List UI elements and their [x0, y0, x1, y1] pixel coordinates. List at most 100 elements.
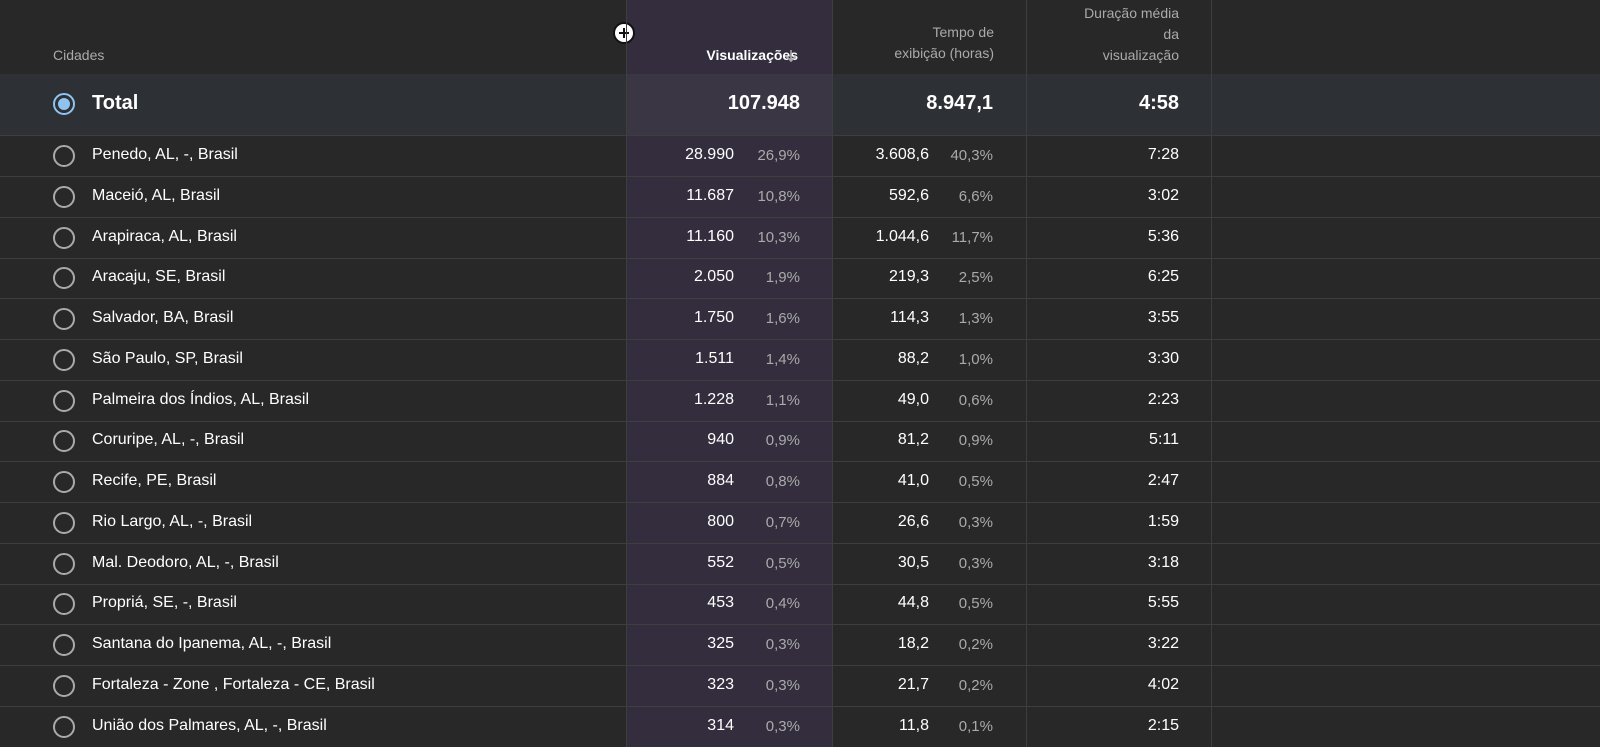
column-divider — [1026, 0, 1027, 747]
views-value: 884 — [707, 472, 734, 489]
table-row[interactable]: Rio Largo, AL, -, Brasil 800 0,7% 26,6 0,3% 1… — [0, 503, 1600, 544]
avg-duration-value: 3:55 — [1147, 309, 1179, 326]
table-row[interactable]: Coruripe, AL, -, Brasil 940 0,9% 81,2 0,9% 5:… — [0, 421, 1600, 462]
watch-time-percent: 1,0% — [958, 351, 993, 368]
avg-duration-value: 1:59 — [1147, 513, 1179, 530]
views-percent: 26,9% — [757, 147, 800, 164]
watch-time-percent: 0,3% — [958, 514, 993, 531]
city-name: Palmeira dos Índios, AL, Brasil — [92, 391, 309, 408]
radio-unselected-icon[interactable] — [53, 145, 75, 167]
city-name: Fortaleza - Zone , Fortaleza - CE, Brasi… — [92, 676, 375, 693]
table-row[interactable]: Aracaju, SE, Brasil 2.050 1,9% 219,3 2,5% 6:2… — [0, 258, 1600, 299]
radio-unselected-icon[interactable] — [53, 227, 75, 249]
total-row[interactable]: Total 107.948 8.947,1 4:58 — [0, 74, 1600, 136]
table-row[interactable]: Propriá, SE, -, Brasil 453 0,4% 44,8 0,5% 5:5… — [0, 584, 1600, 625]
watch-time-percent: 2,5% — [958, 269, 993, 286]
watch-time-value: 1.044,6 — [875, 228, 929, 245]
city-name: Salvador, BA, Brasil — [92, 309, 234, 326]
views-percent: 0,7% — [765, 514, 800, 531]
watch-time-column-header[interactable]: Tempo de exibição (horas) — [833, 22, 1026, 64]
radio-unselected-icon[interactable] — [53, 716, 75, 738]
radio-unselected-icon[interactable] — [53, 471, 75, 493]
watch-time-value: 81,2 — [897, 431, 929, 448]
add-column-icon[interactable] — [613, 22, 635, 44]
watch-time-percent: 0,6% — [958, 392, 993, 409]
views-value: 800 — [707, 513, 734, 530]
table-row[interactable]: Santana do Ipanema, AL, -, Brasil 325 0,3%… — [0, 625, 1600, 666]
avg-duration-value: 4:02 — [1147, 676, 1179, 693]
radio-selected-icon[interactable] — [53, 93, 75, 115]
watch-time-percent: 0,9% — [958, 432, 993, 449]
table-row[interactable]: Palmeira dos Índios, AL, Brasil 1.228 1,1%… — [0, 381, 1600, 422]
cities-column-header[interactable]: Cidades — [53, 47, 105, 63]
sort-down-arrow-icon — [785, 50, 797, 63]
table-row[interactable]: União dos Palmares, AL, -, Brasil 314 0,3%… — [0, 707, 1600, 747]
avg-duration-value: 2:47 — [1147, 472, 1179, 489]
avg-duration-value: 2:15 — [1147, 717, 1179, 734]
watch-time-percent: 1,3% — [958, 310, 993, 327]
views-value: 1.511 — [695, 350, 734, 367]
views-value: 1.750 — [693, 309, 734, 326]
table-row[interactable]: Salvador, BA, Brasil 1.750 1,6% 114,3 1,3% 3:… — [0, 299, 1600, 340]
views-percent: 1,6% — [765, 310, 800, 327]
avg-duration-value: 5:36 — [1147, 228, 1179, 245]
radio-unselected-icon[interactable] — [53, 634, 75, 656]
views-percent: 0,8% — [765, 473, 800, 490]
radio-unselected-icon[interactable] — [53, 186, 75, 208]
avg-duration-value: 5:55 — [1147, 594, 1179, 611]
watch-time-value: 21,7 — [897, 676, 929, 693]
avg-duration-value: 3:22 — [1147, 635, 1179, 652]
avg-duration-header-line1: Duração média — [1084, 5, 1179, 21]
views-value: 314 — [707, 717, 734, 734]
watch-time-value: 44,8 — [897, 594, 929, 611]
radio-unselected-icon[interactable] — [53, 512, 75, 534]
views-percent: 0,3% — [765, 677, 800, 694]
city-name: União dos Palmares, AL, -, Brasil — [92, 717, 327, 734]
views-percent: 10,8% — [757, 188, 800, 205]
avg-duration-value: 3:18 — [1147, 554, 1179, 571]
watch-time-percent: 40,3% — [950, 147, 993, 164]
avg-duration-column-header[interactable]: Duração média da visualização — [1027, 3, 1211, 66]
watch-time-percent: 0,2% — [958, 636, 993, 653]
table-row[interactable]: Fortaleza - Zone , Fortaleza - CE, Brasi… — [0, 666, 1600, 707]
views-percent: 10,3% — [757, 229, 800, 246]
avg-duration-value: 5:11 — [1149, 431, 1179, 448]
table-row[interactable]: São Paulo, SP, Brasil 1.511 1,4% 88,2 1,0% 3:… — [0, 340, 1600, 381]
radio-unselected-icon[interactable] — [53, 390, 75, 412]
watch-time-percent: 0,3% — [958, 555, 993, 572]
avg-duration-value: 3:30 — [1147, 350, 1179, 367]
watch-time-value: 41,0 — [897, 472, 929, 489]
radio-unselected-icon[interactable] — [53, 553, 75, 575]
views-column-header[interactable]: Visualizações — [627, 45, 832, 66]
avg-duration-header-line3: visualização — [1102, 47, 1179, 63]
watch-time-value: 11,8 — [899, 717, 929, 734]
watch-time-value: 3.608,6 — [875, 146, 929, 163]
avg-duration-value: 7:28 — [1147, 146, 1179, 163]
city-name: Aracaju, SE, Brasil — [92, 268, 226, 285]
table-row[interactable]: Mal. Deodoro, AL, -, Brasil 552 0,5% 30,5 0,… — [0, 544, 1600, 585]
radio-unselected-icon[interactable] — [53, 430, 75, 452]
radio-unselected-icon[interactable] — [53, 593, 75, 615]
watch-time-header-line2: exibição (horas) — [894, 45, 994, 61]
watch-time-value: 18,2 — [897, 635, 929, 652]
watch-time-value: 88,2 — [897, 350, 929, 367]
total-watch-time: 8.947,1 — [926, 92, 993, 114]
column-divider — [626, 0, 627, 747]
radio-unselected-icon[interactable] — [53, 675, 75, 697]
total-label: Total — [92, 92, 139, 114]
views-value: 325 — [707, 635, 734, 652]
radio-unselected-icon[interactable] — [53, 349, 75, 371]
city-name: Recife, PE, Brasil — [92, 472, 217, 489]
radio-unselected-icon[interactable] — [53, 267, 75, 289]
table-row[interactable]: Penedo, AL, -, Brasil 28.990 26,9% 3.608,6 4… — [0, 136, 1600, 177]
radio-unselected-icon[interactable] — [53, 308, 75, 330]
column-divider — [832, 0, 833, 747]
total-views: 107.948 — [727, 92, 800, 114]
city-name: Maceió, AL, Brasil — [92, 187, 221, 204]
total-views-cell-bg — [627, 74, 832, 135]
avg-duration-value: 3:02 — [1147, 187, 1179, 204]
table-row[interactable]: Recife, PE, Brasil 884 0,8% 41,0 0,5% 2:47 — [0, 462, 1600, 503]
table-row[interactable]: Maceió, AL, Brasil 11.687 10,8% 592,6 6,6% 3:… — [0, 177, 1600, 218]
table-row[interactable]: Arapiraca, AL, Brasil 11.160 10,3% 1.044,6 1… — [0, 218, 1600, 259]
